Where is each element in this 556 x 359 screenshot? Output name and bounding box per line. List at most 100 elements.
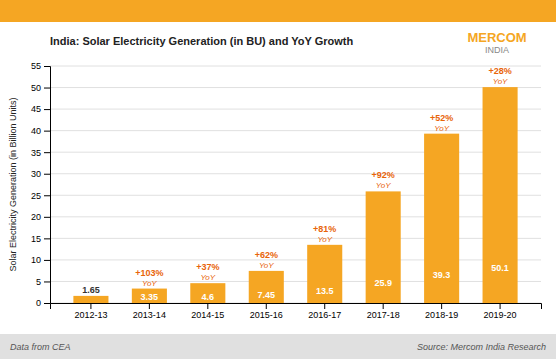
y-tick: 40 — [31, 126, 50, 136]
x-tick: 2012-13 — [74, 303, 107, 320]
y-tick-label: 40 — [31, 126, 41, 136]
x-tick: 2014-15 — [191, 303, 224, 320]
footer-right: Source: Mercom India Research — [417, 342, 546, 352]
x-axis: 2012-13 2013-14 2014-15 2015-16 2016-17 2017-… — [51, 303, 542, 320]
y-tick: 0 — [36, 298, 50, 308]
y-axis-title: Solar Electricity Generation (in Billion… — [8, 97, 18, 271]
y-tick-mark — [44, 109, 50, 110]
y-tick: 45 — [31, 104, 50, 114]
grid-line — [50, 173, 541, 174]
x-tick-label: 2013-14 — [133, 310, 166, 320]
bar — [190, 283, 225, 303]
bar — [483, 87, 518, 303]
x-tick: 2018-19 — [425, 303, 458, 320]
x-tick-mark — [441, 303, 442, 309]
y-tick: 30 — [31, 169, 50, 179]
y-tick: 10 — [31, 255, 50, 265]
data-label: 39.3 — [433, 270, 451, 280]
chart: India: Solar Electricity Generation (in … — [0, 0, 556, 359]
labels: 1.653.354.67.4513.525.939.350.1YoY+103%Y… — [82, 66, 512, 302]
x-tick-label: 2016-17 — [308, 310, 341, 320]
x-tick-label: 2015-16 — [250, 310, 283, 320]
annotation-text: +62% — [255, 250, 278, 260]
y-tick-label: 10 — [31, 255, 41, 265]
plot: 0 5 10 15 20 25 30 35 40 45 50 55 2012-13 2013-14 2014… — [8, 61, 542, 320]
grid-line — [50, 259, 541, 260]
bar — [249, 271, 284, 303]
x-tick-label: 2018-19 — [425, 310, 458, 320]
grid-line — [50, 66, 541, 67]
y-tick: 25 — [31, 191, 50, 201]
annotation-text: +103% — [135, 268, 163, 278]
grid-line — [50, 195, 541, 196]
annotation-subtext: YoY — [376, 181, 391, 190]
annotation-text: +28% — [488, 66, 511, 76]
y-tick-mark — [44, 66, 50, 67]
bar — [132, 289, 167, 303]
x-tick-mark — [383, 303, 384, 309]
annotation-subtext: YoY — [259, 261, 274, 270]
logo-sub: INDIA — [485, 45, 509, 55]
data-label: 1.65 — [82, 285, 100, 295]
x-tick-label: 2017-18 — [367, 310, 400, 320]
y-tick-label: 20 — [31, 212, 41, 222]
bar — [424, 134, 459, 303]
logo: MERCOM — [467, 30, 526, 45]
y-tick-mark — [44, 174, 50, 175]
x-tick-mark — [266, 303, 267, 309]
x-tick-label: 2014-15 — [191, 310, 224, 320]
annotation-subtext: YoY — [317, 235, 332, 244]
y-tick-mark — [44, 152, 50, 153]
annotation-subtext: YoY — [434, 124, 449, 133]
grid-line — [50, 109, 541, 110]
y-tick-mark — [44, 281, 50, 282]
y-tick-label: 55 — [31, 61, 41, 71]
annotation-text: +81% — [313, 224, 336, 234]
grid-line — [50, 130, 541, 131]
x-tick-mark — [207, 303, 208, 309]
y-tick-label: 0 — [36, 298, 41, 308]
y-tick: 15 — [31, 234, 50, 244]
y-tick: 20 — [31, 212, 50, 222]
x-tick: 2015-16 — [250, 303, 283, 320]
data-label: 25.9 — [374, 278, 392, 288]
y-tick: 35 — [31, 148, 50, 158]
y-tick-mark — [44, 260, 50, 261]
data-label: 4.6 — [202, 292, 215, 302]
annotation-subtext: YoY — [493, 77, 508, 86]
grid-line — [50, 87, 541, 88]
y-tick-mark — [44, 303, 50, 304]
grid-line — [50, 216, 541, 217]
annotation-subtext: YoY — [200, 273, 215, 282]
title: India: Solar Electricity Generation (in … — [50, 35, 353, 47]
y-axis-line — [44, 67, 51, 304]
x-tick-label: 2012-13 — [74, 310, 107, 320]
bars — [73, 87, 517, 303]
footer-left: Data from CEA — [10, 342, 71, 352]
y-tick-mark — [44, 88, 50, 89]
data-label: 3.35 — [141, 292, 159, 302]
annotation-subtext: YoY — [142, 279, 157, 288]
y-tick-mark — [44, 131, 50, 132]
y-tick-label: 50 — [31, 83, 41, 93]
y-tick-label: 15 — [31, 234, 41, 244]
y-tick-label: 25 — [31, 191, 41, 201]
y-tick-label: 30 — [31, 169, 41, 179]
x-tick: 2017-18 — [367, 303, 400, 320]
annotation-text: +37% — [196, 262, 219, 272]
bar — [307, 245, 342, 303]
x-tick: 2016-17 — [308, 303, 341, 320]
x-tick-mark — [500, 303, 501, 309]
y-tick: 50 — [31, 83, 50, 93]
header-bar — [0, 0, 556, 22]
x-tick-mark — [90, 303, 91, 309]
x-tick-label: 2019-20 — [484, 310, 517, 320]
annotation-text: +52% — [430, 113, 453, 123]
x-tick: 2019-20 — [484, 303, 517, 320]
y-tick-label: 35 — [31, 148, 41, 158]
data-label: 7.45 — [258, 290, 276, 300]
bar — [73, 296, 108, 303]
grid-line — [50, 238, 541, 239]
y-tick: 5 — [36, 277, 50, 287]
x-tick-mark — [149, 303, 150, 309]
